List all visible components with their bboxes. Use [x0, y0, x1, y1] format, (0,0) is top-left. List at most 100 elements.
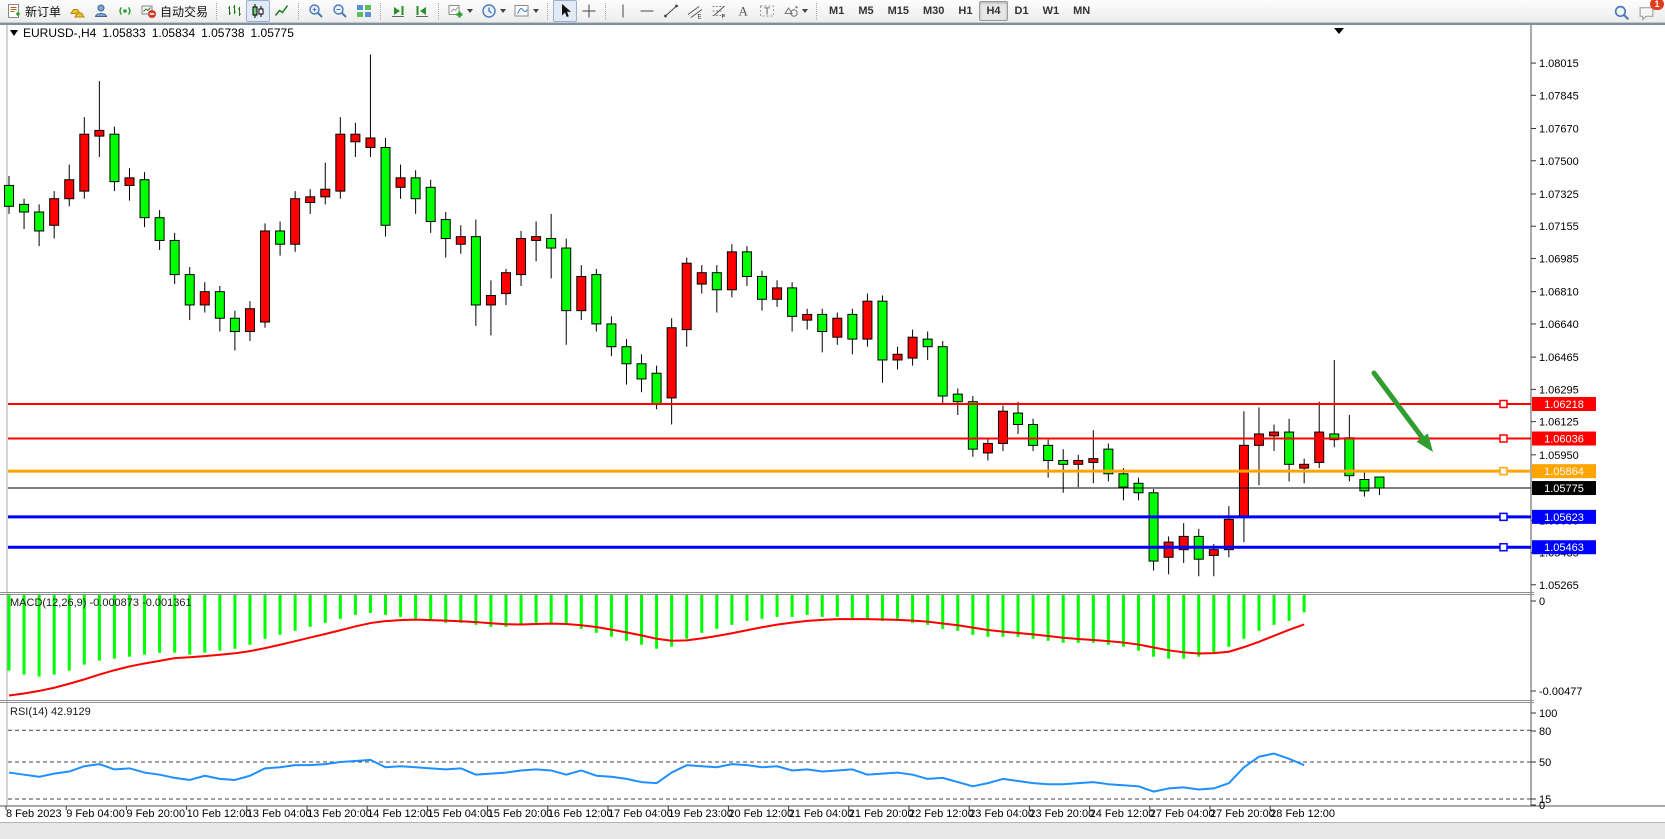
signal-icon [119, 7, 131, 15]
price-badge: 1.05463 [1532, 540, 1596, 555]
templates-button[interactable] [510, 0, 543, 22]
new-order-button[interactable]: 新订单 [2, 0, 65, 22]
hline-handle[interactable] [1499, 542, 1508, 552]
price-badge: 1.05623 [1532, 509, 1596, 524]
svg-text:1.06810: 1.06810 [1539, 287, 1579, 299]
timeframe-m15-button[interactable]: M15 [887, 5, 909, 17]
price-axis[interactable]: 1.08015 1.07845 1.07670 1.07500 1.07325 1.071… [1531, 58, 1579, 592]
svg-text:16 Feb 12:00: 16 Feb 12:00 [548, 808, 613, 820]
timeframe-m5-button[interactable]: M5 [858, 5, 874, 17]
svg-text:8 Feb 2023: 8 Feb 2023 [6, 808, 62, 820]
svg-text:24 Feb 12:00: 24 Feb 12:00 [1090, 808, 1155, 820]
timeframe-m30-button[interactable]: M30 [923, 5, 945, 17]
chart-shift-button[interactable] [410, 0, 434, 22]
periods-button[interactable] [477, 0, 510, 22]
cursor-icon [562, 4, 572, 17]
line-chart-icon [274, 5, 289, 16]
rsi-value: 42.9129 [50, 706, 91, 718]
tile-windows-button[interactable] [352, 0, 376, 22]
svg-text:1.08015: 1.08015 [1539, 58, 1579, 70]
profile-button[interactable] [89, 0, 113, 22]
svg-text:0: 0 [1539, 596, 1545, 608]
clock-icon [482, 4, 496, 18]
dropdown-caret-icon[interactable] [533, 9, 540, 13]
svg-text:21 Feb 04:00: 21 Feb 04:00 [789, 808, 854, 820]
rsi-line [8, 752, 1305, 793]
new-chart-button[interactable] [444, 0, 477, 22]
shapes-button[interactable] [779, 0, 812, 22]
trend-arrow-annotation[interactable] [1371, 370, 1433, 452]
timeframe-h4-button[interactable]: H4 [979, 1, 1008, 21]
zoom-out-button[interactable] [328, 0, 352, 22]
dropdown-caret-icon[interactable] [500, 9, 507, 13]
chart-title-bar[interactable]: EURUSD-,H4 1.05833 1.05834 1.05738 1.057… [0, 25, 1665, 41]
timeframe-mn-button[interactable]: MN [1073, 5, 1091, 17]
horizontal-line-button[interactable] [635, 0, 659, 22]
timeframe-d1-button[interactable]: D1 [1014, 5, 1029, 17]
toolbar-separator [816, 2, 818, 20]
svg-text:1.06640: 1.06640 [1539, 319, 1579, 331]
timeframe-h1-button[interactable]: H1 [958, 5, 973, 17]
svg-text:17 Feb 04:00: 17 Feb 04:00 [608, 808, 673, 820]
new-order-icon [8, 4, 20, 18]
toolbar-separator [438, 2, 440, 20]
svg-text:9 Feb 20:00: 9 Feb 20:00 [126, 808, 185, 820]
price-badge: 1.05775 [1532, 481, 1596, 496]
svg-text:15 Feb 20:00: 15 Feb 20:00 [488, 808, 553, 820]
autotrade-icon [141, 5, 157, 18]
chart-low-value: 1.05738 [201, 26, 245, 40]
svg-text:1.05775: 1.05775 [1544, 483, 1584, 495]
price-badge: 1.06218 [1532, 396, 1596, 411]
macd-signal-value: -0.001361 [142, 597, 192, 609]
search-button[interactable] [1609, 1, 1634, 23]
auto-scroll-button[interactable] [386, 0, 410, 22]
candles-layer [4, 54, 1385, 577]
toolbar-separator [298, 2, 300, 20]
label-button[interactable]: T [755, 0, 779, 22]
bar-chart-button[interactable] [222, 0, 246, 22]
channel-button[interactable]: E [683, 0, 707, 22]
bar-chart-icon [228, 5, 242, 16]
chart-menu-triangle-icon[interactable] [10, 30, 18, 36]
gold-icon [70, 9, 85, 18]
hline-handle[interactable] [1499, 434, 1508, 443]
macd-main-value: -0.000873 [89, 597, 140, 609]
svg-text:10 Feb 12:00: 10 Feb 12:00 [187, 808, 252, 820]
vertical-line-button[interactable] [611, 0, 635, 22]
time-axis[interactable]: 8 Feb 2023 9 Feb 04:00 9 Feb 20:00 10 Feb 1… [5, 806, 1335, 820]
svg-text:28 Feb 12:00: 28 Feb 12:00 [1270, 808, 1335, 820]
chart-window-top-border [0, 23, 1665, 25]
search-icon [1614, 5, 1630, 20]
trendline-button[interactable] [659, 0, 683, 22]
scroll-to-end-triangle-icon[interactable] [1334, 28, 1344, 34]
macd-layer [7, 595, 1306, 677]
dropdown-caret-icon[interactable] [802, 9, 809, 13]
dropdown-caret-icon[interactable] [467, 9, 474, 13]
svg-text:22 Feb 12:00: 22 Feb 12:00 [909, 808, 974, 820]
timeframe-m1-button[interactable]: M1 [829, 5, 845, 17]
chart-open-value: 1.05833 [102, 26, 146, 40]
svg-text:1.06125: 1.06125 [1539, 417, 1579, 429]
timeframe-w1-button[interactable]: W1 [1042, 5, 1060, 17]
svg-text:1.07155: 1.07155 [1539, 221, 1579, 233]
trendline-icon [664, 4, 678, 18]
hline-handle[interactable] [1499, 399, 1508, 409]
chart-high-value: 1.05834 [151, 26, 196, 40]
hline-handle[interactable] [1499, 512, 1508, 522]
line-chart-button[interactable] [270, 0, 294, 22]
status-bar [0, 822, 1665, 839]
hline-handle[interactable] [1499, 466, 1508, 476]
crosshair-button[interactable] [577, 0, 601, 22]
fibonacci-button[interactable]: F [707, 0, 731, 22]
notifications-button[interactable]: 1 [1634, 0, 1664, 23]
cursor-button[interactable] [553, 0, 578, 22]
text-button[interactable]: A [731, 0, 755, 22]
zoom-in-button[interactable] [304, 0, 328, 22]
candlestick-button[interactable] [246, 0, 271, 22]
gold-button[interactable] [65, 0, 89, 22]
macd-indicator-label: MACD(12,26,9) -0.000873 -0.001361 [10, 597, 192, 609]
signal-button[interactable] [113, 0, 137, 22]
svg-text:27 Feb 20:00: 27 Feb 20:00 [1210, 808, 1275, 820]
auto-trading-button[interactable]: 自动交易 [137, 0, 212, 22]
